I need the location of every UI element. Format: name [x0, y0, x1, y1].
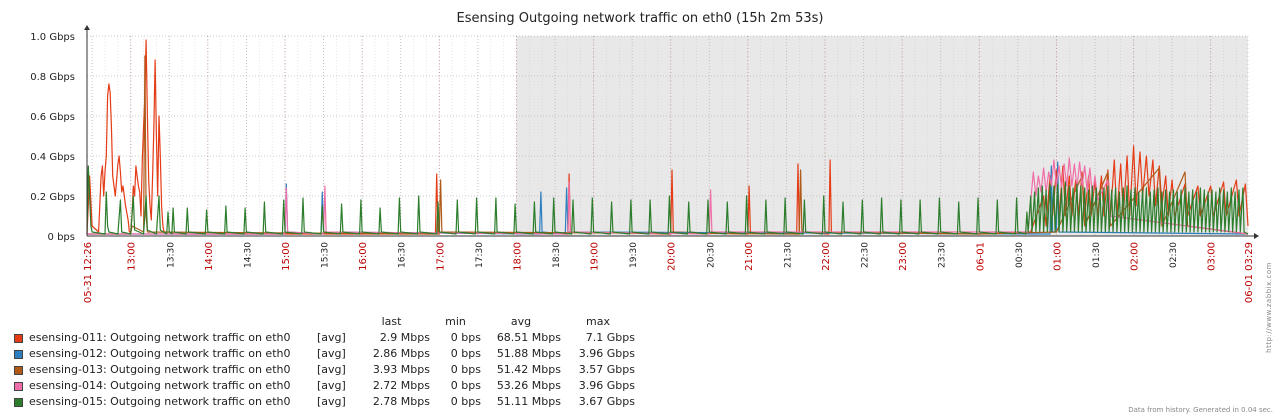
legend-series-name: esensing-012: Outgoing network traffic o… — [29, 347, 291, 360]
legend-avg: 51.42 Mbps — [496, 363, 561, 376]
legend-swatch — [14, 349, 23, 359]
legend-min: 0 bps — [450, 395, 481, 408]
legend-last: 2.78 Mbps — [372, 395, 430, 408]
legend-row: esensing-012: Outgoing network traffic o… — [14, 346, 635, 362]
legend-series-name: esensing-014: Outgoing network traffic o… — [29, 379, 291, 392]
x-tick-label: 20:30 — [706, 242, 716, 268]
y-tick-label: 0.4 Gbps — [30, 152, 75, 163]
x-tick-label: 23:30 — [938, 242, 948, 268]
x-tick-label: 05-31 12:26 — [83, 242, 94, 303]
zabbix-url: http://www.zabbix.com — [1265, 262, 1273, 353]
legend-avg: 51.88 Mbps — [496, 347, 561, 360]
legend-series-name: esensing-013: Outgoing network traffic o… — [29, 363, 291, 376]
x-tick-label: 18:30 — [552, 242, 562, 268]
legend-min: 0 bps — [450, 347, 481, 360]
x-tick-label: 14:00 — [204, 242, 215, 271]
x-tick-label: 14:30 — [243, 242, 253, 268]
legend-max: 3.96 Gbps — [578, 347, 635, 360]
legend-header-min: min — [445, 315, 466, 328]
legend-header-avg: avg — [510, 315, 532, 328]
x-tick-label: 19:30 — [629, 242, 639, 268]
legend-agg: [avg] — [317, 379, 346, 392]
y-tick-label: 0.6 Gbps — [30, 112, 75, 123]
x-tick-label: 01:30 — [1092, 242, 1102, 268]
x-axis-arrow — [1254, 233, 1259, 239]
legend-series-name: esensing-015: Outgoing network traffic o… — [29, 395, 291, 408]
x-tick-label: 06-01 — [975, 242, 986, 271]
x-tick-label: 19:00 — [590, 242, 601, 271]
x-tick-labels: 05-31 12:26 13:00 13:30 14:00 14:30 15:00 15:3… — [83, 242, 1255, 303]
legend-max: 3.67 Gbps — [578, 395, 635, 408]
x-tick-label: 02:30 — [1169, 242, 1179, 268]
legend-max: 3.96 Gbps — [578, 379, 635, 392]
legend-header: last min avg max — [14, 314, 635, 330]
legend-last: 2.86 Mbps — [372, 347, 430, 360]
x-tick-label: 17:00 — [435, 242, 446, 271]
x-tick-label: 16:00 — [358, 242, 369, 271]
x-tick-label: 01:00 — [1052, 242, 1063, 271]
legend-agg: [avg] — [317, 331, 346, 344]
y-tick-label: 1.0 Gbps — [30, 32, 75, 43]
grid — [86, 35, 1249, 236]
legend-agg: [avg] — [317, 363, 346, 376]
chart-title: Esensing Outgoing network traffic on eth… — [457, 11, 824, 26]
x-tick-label: 15:30 — [321, 242, 331, 268]
legend-row: esensing-014: Outgoing network traffic o… — [14, 378, 635, 394]
legend-last: 3.93 Mbps — [372, 363, 430, 376]
x-tick-label: 02:00 — [1130, 242, 1141, 271]
legend-swatch — [14, 333, 23, 343]
series-line — [87, 55, 1249, 235]
legend-header-max: max — [586, 315, 610, 328]
legend-min: 0 bps — [450, 379, 481, 392]
y-tick-label: 0.2 Gbps — [30, 192, 75, 203]
graph-canvas: Esensing Outgoing network traffic on eth… — [30, 11, 1259, 303]
legend-swatch — [14, 397, 23, 407]
y-axis-arrow — [84, 25, 90, 30]
series-line — [86, 165, 1249, 235]
x-tick-label: 06-01 03:29 — [1244, 242, 1255, 303]
legend-swatch — [14, 381, 23, 391]
y-tick-label: 0 bps — [48, 232, 75, 243]
x-tick-label: 00:30 — [1015, 242, 1025, 268]
legend-swatch — [14, 365, 23, 375]
x-tick-label: 16:30 — [398, 242, 408, 268]
x-tick-label: 22:30 — [861, 242, 871, 268]
legend-min: 0 bps — [450, 331, 481, 344]
axes — [84, 25, 1259, 239]
legend-avg: 53.26 Mbps — [496, 379, 561, 392]
y-tick-label: 0.8 Gbps — [30, 72, 75, 83]
legend-avg: 68.51 Mbps — [496, 331, 561, 344]
legend-agg: [avg] — [317, 347, 346, 360]
legend-row: esensing-011: Outgoing network traffic o… — [14, 330, 635, 346]
x-tick-label: 20:00 — [667, 242, 678, 271]
generation-footer: Data from history. Generated in 0.04 sec… — [1128, 406, 1273, 414]
x-tick-label: 13:00 — [127, 242, 138, 271]
x-tick-label: 21:00 — [744, 242, 755, 271]
legend-avg: 51.11 Mbps — [496, 395, 561, 408]
legend-row: esensing-015: Outgoing network traffic o… — [14, 394, 635, 410]
x-tick-label: 23:00 — [898, 242, 909, 271]
x-tick-label: 03:00 — [1207, 242, 1218, 271]
legend-max: 7.1 Gbps — [585, 331, 635, 344]
legend-min: 0 bps — [450, 363, 481, 376]
series-lines — [86, 39, 1249, 235]
x-tick-label: 13:30 — [166, 242, 176, 268]
legend-header-last: last — [381, 315, 402, 328]
y-tick-labels: 0 bps 0.2 Gbps 0.4 Gbps 0.6 Gbps 0.8 Gbps 1.0… — [30, 32, 75, 243]
legend-last: 2.9 Mbps — [379, 331, 430, 344]
x-tick-label: 21:30 — [783, 242, 793, 268]
legend-row: esensing-013: Outgoing network traffic o… — [14, 362, 635, 378]
x-tick-label: 15:00 — [281, 242, 292, 271]
x-tick-label: 22:00 — [821, 242, 832, 271]
x-tick-label: 17:30 — [475, 242, 485, 268]
x-tick-label: 18:00 — [512, 242, 523, 271]
legend-series-name: esensing-011: Outgoing network traffic o… — [29, 331, 291, 344]
legend-last: 2.72 Mbps — [372, 379, 430, 392]
legend-agg: [avg] — [317, 395, 346, 408]
legend-max: 3.57 Gbps — [578, 363, 635, 376]
legend: last min avg max esensing-011: Outgoing … — [14, 314, 635, 410]
